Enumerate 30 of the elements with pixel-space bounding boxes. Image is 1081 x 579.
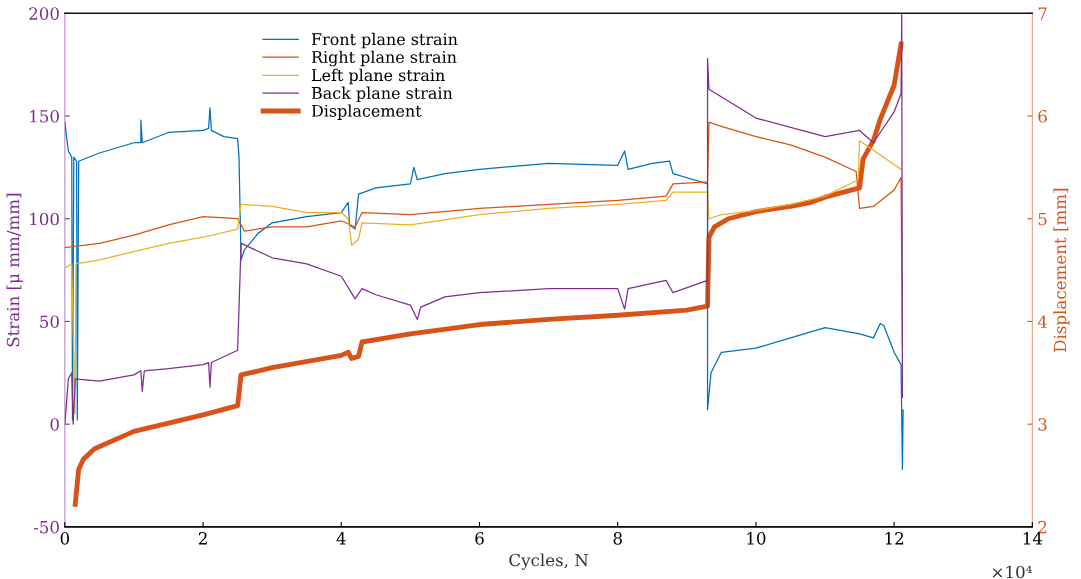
x-tick-label: 2 [198, 532, 207, 545]
x-tick-label: 8 [613, 532, 622, 545]
y2-tick-label: 3 [1038, 418, 1047, 431]
y2-tick-label: 5 [1038, 212, 1047, 226]
x-tick-label: 12 [885, 532, 904, 545]
y2-tick-label: 2 [1038, 520, 1047, 534]
y2-tick-label: 7 [1038, 7, 1047, 20]
y2-tick-label: 6 [1038, 109, 1047, 123]
x-tick-label: 0 [60, 532, 70, 545]
x-axis-title: Cycles, N [509, 553, 589, 570]
legend-label: Left plane strain [311, 68, 445, 85]
y-tick-label: -50 [33, 520, 59, 534]
y2-axis-title: Displacement [mm] [1053, 188, 1070, 352]
y-tick-label: 150 [30, 109, 59, 123]
y-tick-label: 200 [29, 7, 59, 20]
legend-label: Right plane strain [311, 50, 457, 67]
legend-label: Front plane strain [311, 32, 458, 49]
y-tick-label: 100 [30, 212, 59, 226]
x-tick-label: 10 [747, 532, 766, 545]
line-series [64, 140, 902, 415]
x-tick-label: 14 [1023, 532, 1043, 545]
y2-tick-label: 4 [1037, 315, 1047, 328]
legend-label: Back plane strain [311, 86, 453, 103]
y-tick-label: 50 [40, 315, 59, 329]
y-axis-title: Strain [μ mm/mm] [6, 193, 23, 347]
x-tick-label: 6 [475, 532, 484, 545]
text: ×10⁴ [992, 565, 1032, 579]
legend-label: Displacement [311, 104, 422, 120]
y-tick-label: 0 [50, 418, 59, 431]
x-tick-label: 4 [336, 532, 346, 545]
